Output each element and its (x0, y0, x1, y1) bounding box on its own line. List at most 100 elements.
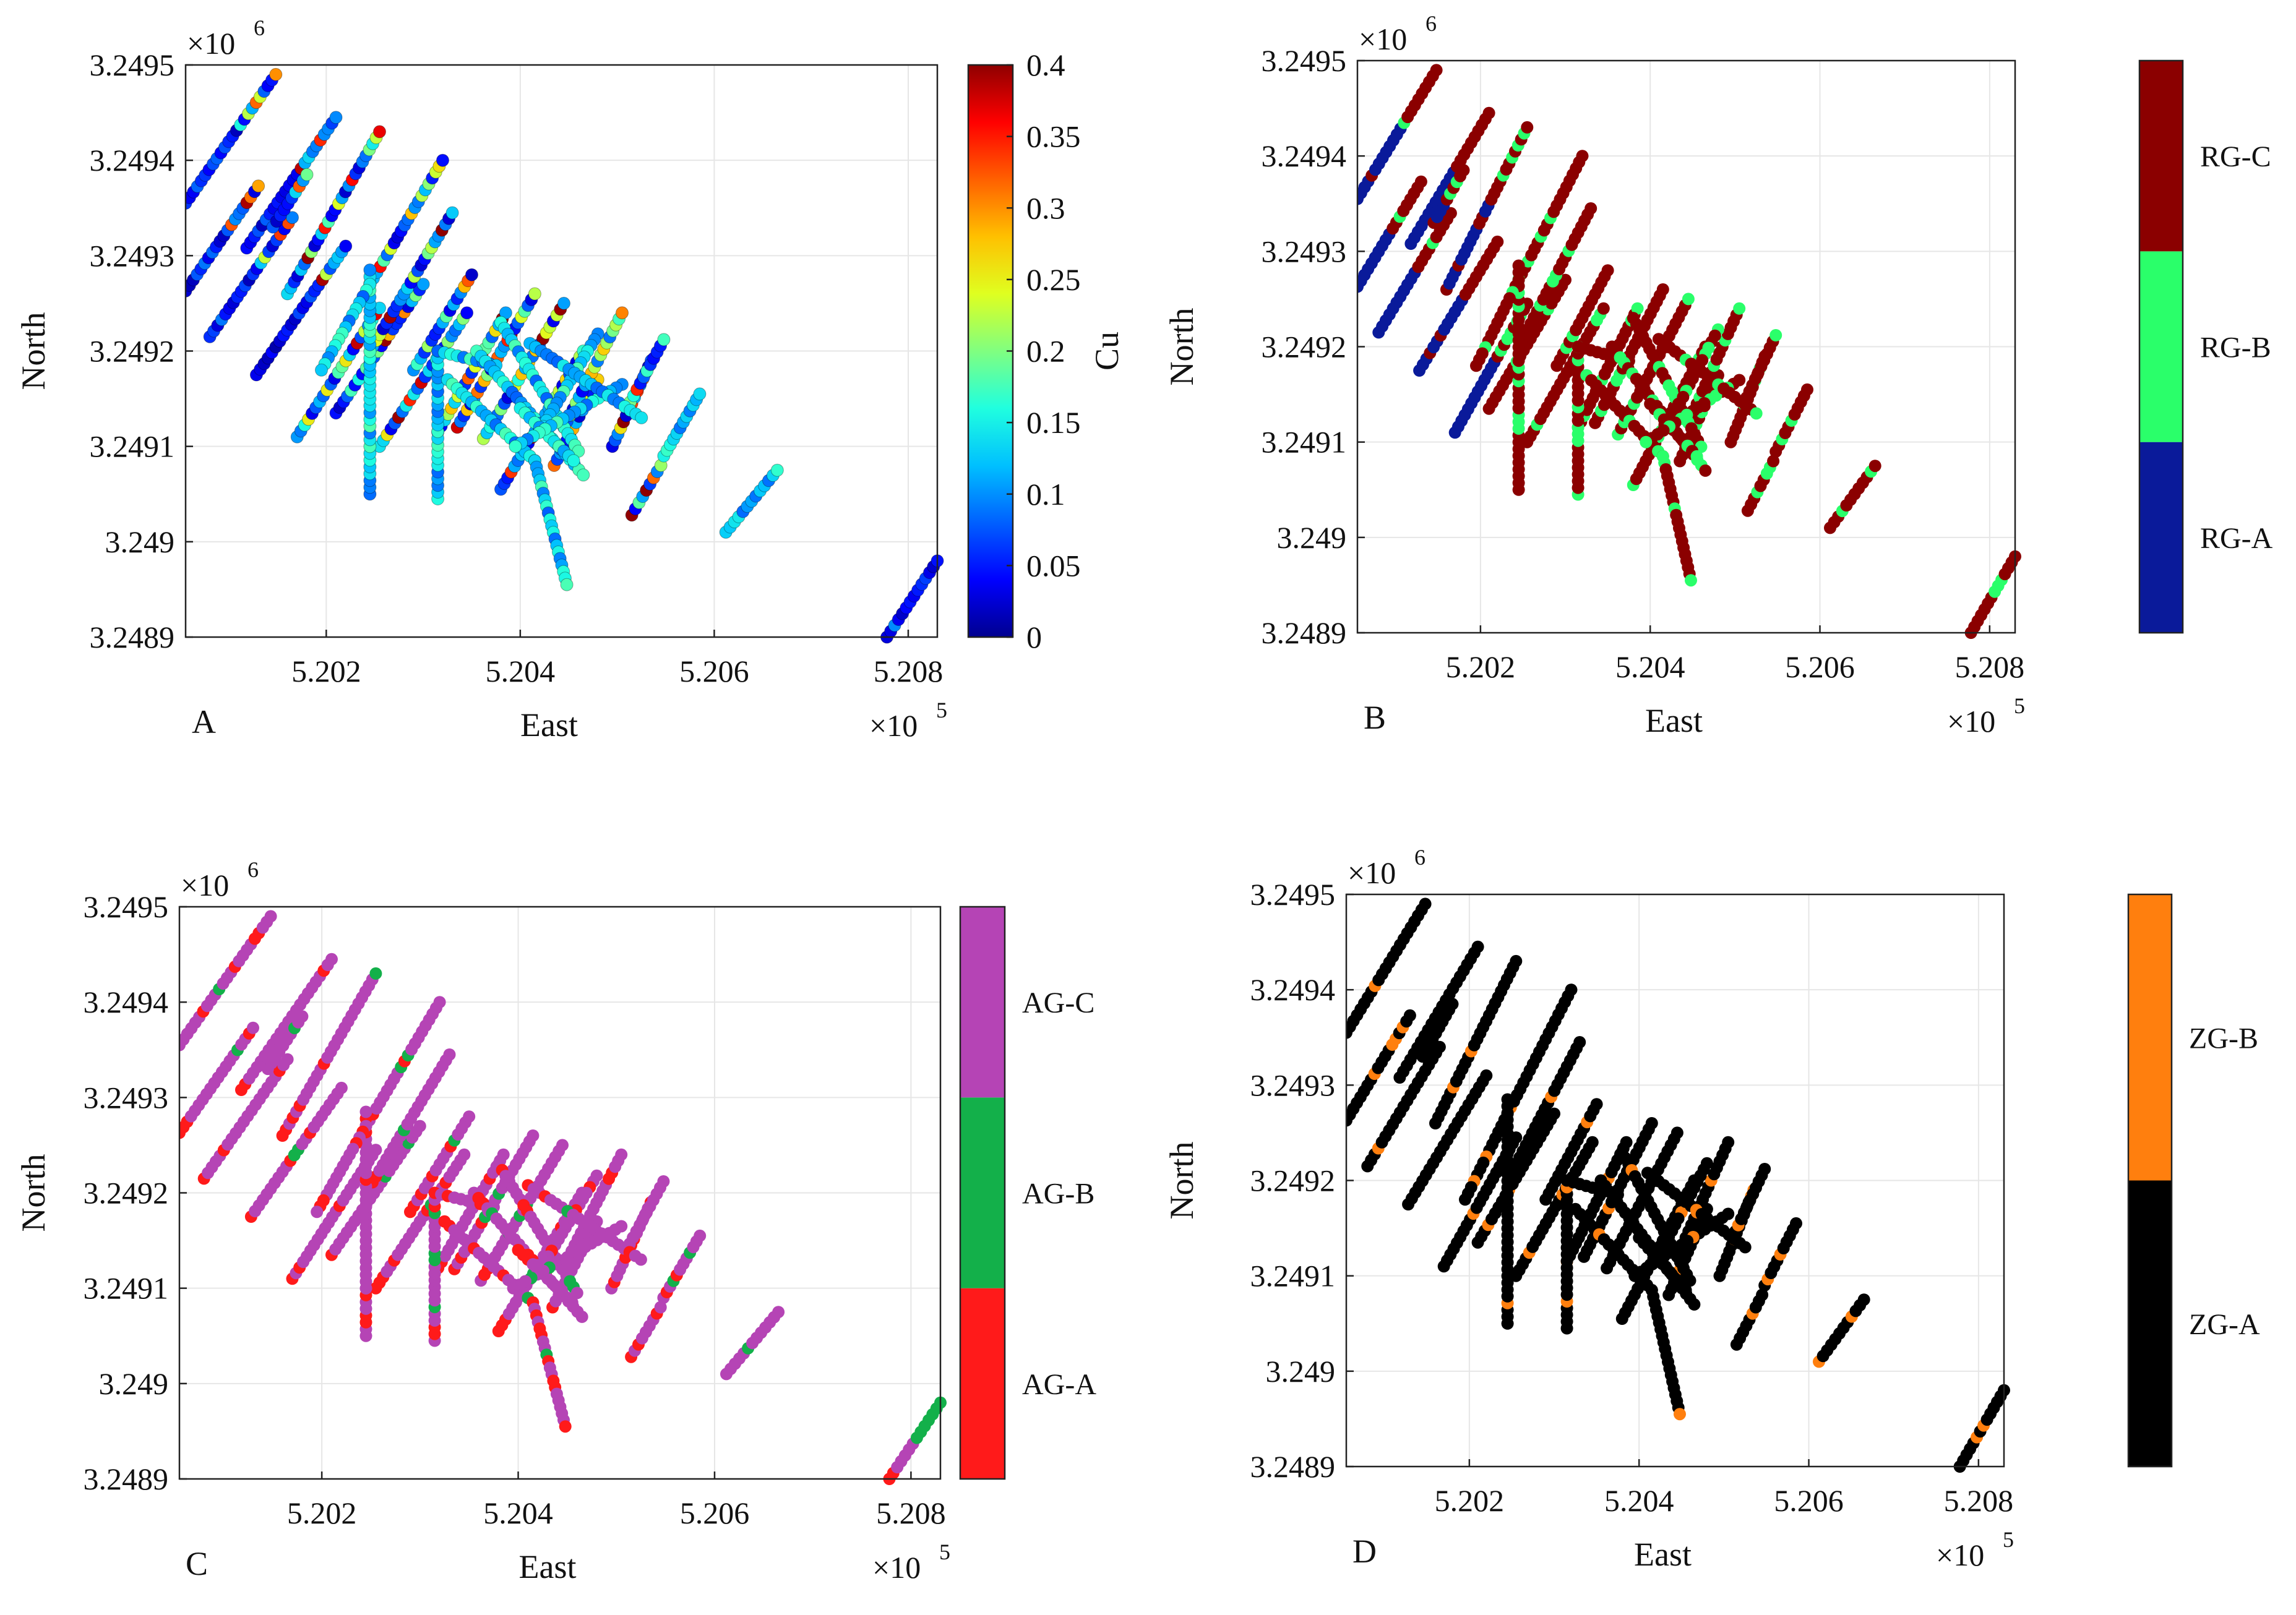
sample-point (1767, 455, 1780, 468)
sample-point (1433, 1040, 1446, 1053)
drillhole-7 (281, 125, 386, 301)
y-axis-multiplier: ×10 (187, 26, 235, 61)
drillhole-34 (1644, 398, 1703, 463)
chart-svg-a: 5.202 5.204 5.206 5.208 3.2489 3.249 3.2491 3.2… (15, 15, 1125, 743)
drillhole-2 (197, 1053, 294, 1185)
drillhole-2 (203, 211, 299, 343)
y-tick-label: 3.2494 (1250, 972, 1336, 1007)
chart-svg-d: 5.202 5.204 5.206 5.208 3.2489 3.249 3.2491 3.2… (1163, 845, 2260, 1573)
x-axis-exponent: 5 (2003, 1527, 2014, 1552)
y-tick-label: 3.2495 (90, 48, 175, 82)
y-tick-label: 3.2489 (84, 1462, 169, 1496)
drillhole-6 (290, 301, 386, 443)
y-tick-label: 3.2491 (1250, 1259, 1336, 1293)
y-tick-label: 3.2494 (84, 985, 169, 1019)
sample-point (252, 179, 265, 193)
drillhole-4 (249, 239, 353, 382)
chart-svg-c: 5.202 5.204 5.206 5.208 3.2489 3.249 3.2491 3.2… (15, 857, 1096, 1585)
sample-point (556, 1139, 569, 1152)
x-axis-label: East (1634, 1536, 1692, 1573)
sample-point (1586, 1136, 1599, 1149)
sample-point (616, 306, 629, 320)
x-tick-label: 5.208 (876, 1496, 946, 1530)
drillhole-7 (276, 967, 382, 1142)
y-axis-label: North (15, 312, 52, 390)
y-tick-label: 3.2495 (1250, 877, 1336, 912)
drillhole-36 (522, 1179, 647, 1266)
sample-point (634, 1253, 647, 1266)
sample-point (1403, 1009, 1416, 1022)
x-axis-multiplier: ×10 (872, 1550, 921, 1585)
colorbar-gradient (967, 64, 1014, 638)
sample-point (567, 454, 580, 468)
drillhole-24 (1953, 1384, 2010, 1473)
sample-point (359, 1105, 372, 1118)
sample-point (1679, 1283, 1692, 1296)
colorbar-segment-ag-b (960, 1097, 1005, 1288)
y-tick-label: 3.2493 (84, 1080, 169, 1115)
drillhole-26 (1560, 1174, 1573, 1335)
x-axis-label: East (519, 1548, 577, 1585)
drillhole-1 (186, 67, 283, 210)
y-tick-label: 3.2492 (1250, 1163, 1336, 1198)
sample-point (1491, 235, 1504, 248)
drillhole-0 (186, 179, 265, 298)
drillhole-26 (431, 345, 445, 505)
sample-point (460, 306, 474, 320)
y-axis-multiplier: ×10 (1359, 22, 1407, 56)
colorbar-tick-label: 0.15 (1026, 405, 1081, 440)
sample-point (373, 125, 386, 139)
sample-point (560, 578, 574, 591)
sample-point (413, 1120, 426, 1133)
drillhole-0 (1346, 1009, 1416, 1127)
sample-point (1521, 121, 1534, 134)
sample-point (1590, 1098, 1603, 1111)
sample-point (694, 1229, 707, 1242)
colorbar-tick-label: 0.4 (1026, 48, 1065, 82)
colorbar-frame (2127, 893, 2173, 1468)
sample-point (1457, 164, 1470, 177)
panel-b: 5.202 5.204 5.206 5.208 3.2489 3.249 3.2491 3.2… (1148, 0, 2296, 807)
colorbar-tick-label: 0.25 (1026, 262, 1081, 297)
sample-point (325, 953, 338, 966)
sample-point (772, 1306, 785, 1319)
drillhole-27 (315, 278, 377, 377)
panel-label: C (186, 1545, 208, 1582)
drillhole-2 (1361, 1040, 1446, 1173)
colorbar-tick-label: 0.05 (1026, 548, 1081, 583)
colorbar-tick-label: 0.1 (1026, 477, 1065, 512)
sample-point (465, 268, 478, 281)
x-tick-label: 5.204 (1615, 649, 1685, 684)
drillhole-6 (1448, 298, 1534, 439)
sample-point (369, 1144, 382, 1157)
drillhole-1 (179, 910, 277, 1052)
sample-point (269, 67, 283, 81)
sample-point (507, 1282, 520, 1295)
sample-point (559, 1420, 572, 1433)
sample-point (1756, 1288, 1769, 1301)
drillhole-24 (1964, 550, 2021, 639)
colorbar: RG-A RG-B RG-C (2138, 59, 2273, 634)
x-tick-label: 5.204 (486, 654, 556, 688)
colorbar-category-label: AG-C (1022, 987, 1094, 1019)
drillhole-4 (244, 1081, 348, 1223)
sample-point (1482, 106, 1495, 119)
drillhole-20 (1726, 1163, 1771, 1244)
sample-point (1722, 1136, 1735, 1149)
drillhole-7 (1440, 121, 1534, 296)
y-axis-exponent: 6 (247, 857, 259, 882)
sample-point (329, 111, 343, 124)
sample-point (693, 387, 707, 401)
drillhole-23 (719, 463, 784, 539)
x-axis-multiplier: ×10 (1947, 704, 1995, 739)
x-tick-label: 5.206 (679, 654, 749, 688)
sample-point (1758, 1163, 1771, 1175)
drillhole-22 (657, 387, 707, 463)
drillhole-27 (1470, 273, 1525, 372)
colorbar-category-label: AG-A (1022, 1368, 1096, 1401)
colorbar: ZG-A ZG-B (2127, 893, 2260, 1468)
drillhole-32 (1645, 1283, 1686, 1421)
drillhole-22 (657, 1229, 707, 1304)
sample-point (657, 333, 671, 346)
sample-point (1688, 1298, 1701, 1311)
